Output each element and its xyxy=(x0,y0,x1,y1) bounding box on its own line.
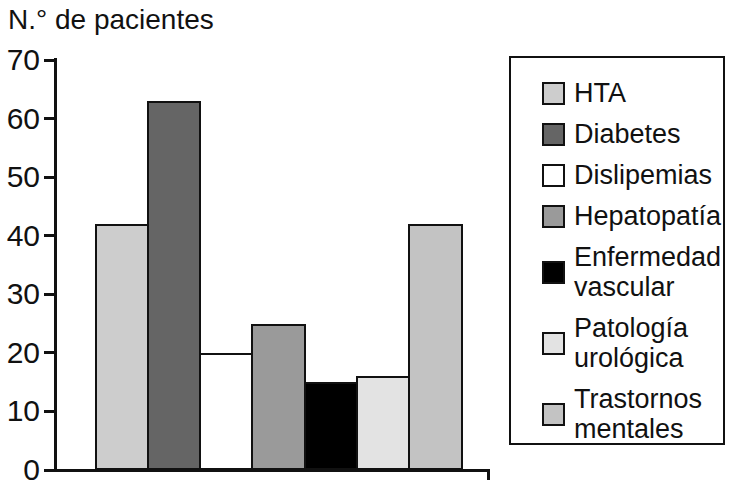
legend-swatch-diabetes xyxy=(542,123,565,146)
legend-entry-enfermedad-vascular: Enfermedad vascular xyxy=(542,242,723,302)
legend-label-patologia-urologica: Patología urológica xyxy=(574,313,723,373)
legend: HTA Diabetes Dislipemias Hepatopatía Enferme… xyxy=(509,56,725,445)
legend-swatch-patologia-urologica xyxy=(542,332,565,355)
y-tick-label-10: 10 xyxy=(0,394,40,428)
legend-swatch-hta xyxy=(542,82,565,105)
legend-entry-patologia-urologica: Patología urológica xyxy=(542,313,723,373)
bar-chart-figure: N.° de pacientes 010203040506070 HTADiab… xyxy=(0,0,730,489)
y-tick-label-40: 40 xyxy=(0,219,40,253)
y-tick-30 xyxy=(44,293,56,296)
bar-hepatopatia xyxy=(251,324,306,470)
legend-entry-diabetes: Diabetes xyxy=(542,119,723,149)
y-tick-40 xyxy=(44,234,56,237)
y-tick-10 xyxy=(44,410,56,413)
legend-entry-trastornos-mentales: Trastornos mentales xyxy=(542,384,723,444)
legend-label-hta: HTA xyxy=(574,78,723,108)
legend-swatch-hepatopatia xyxy=(542,205,565,228)
legend-entry-hepatopatia: Hepatopatía xyxy=(542,201,723,231)
y-tick-label-20: 20 xyxy=(0,336,40,370)
legend-entry-dislipemias: Dislipemias xyxy=(542,160,723,190)
legend-label-diabetes: Diabetes xyxy=(574,119,723,149)
legend-swatch-dislipemias xyxy=(542,164,565,187)
bar-dislipemias xyxy=(199,353,253,470)
y-tick-50 xyxy=(44,176,56,179)
legend-swatch-trastornos-mentales xyxy=(542,403,565,426)
y-tick-60 xyxy=(44,117,56,120)
bar-diabetes xyxy=(147,101,201,470)
y-tick-label-70: 70 xyxy=(0,43,40,77)
legend-entry-hta: HTA xyxy=(542,78,723,108)
legend-label-trastornos-mentales: Trastornos mentales xyxy=(574,384,723,444)
y-tick-label-50: 50 xyxy=(0,160,40,194)
y-tick-20 xyxy=(44,351,56,354)
legend-label-dislipemias: Dislipemias xyxy=(574,160,723,190)
bar-enfermedad-vascular xyxy=(304,382,358,470)
y-tick-label-30: 30 xyxy=(0,277,40,311)
legend-label-hepatopatia: Hepatopatía xyxy=(574,201,723,231)
legend-swatch-enfermedad-vascular xyxy=(542,261,565,284)
bar-patologia-urologica xyxy=(356,376,410,470)
bar-hta xyxy=(95,224,149,470)
x-axis-end-tick xyxy=(487,469,490,480)
y-tick-label-60: 60 xyxy=(0,102,40,136)
y-tick-0 xyxy=(44,469,56,472)
legend-label-enfermedad-vascular: Enfermedad vascular xyxy=(574,242,723,302)
y-tick-70 xyxy=(44,59,56,62)
y-tick-label-0: 0 xyxy=(0,453,40,487)
bar-trastornos-mentales xyxy=(408,224,463,470)
